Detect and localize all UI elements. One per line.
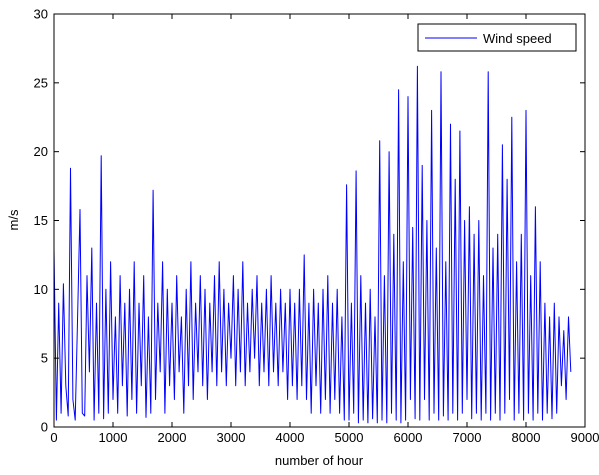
x-tick-label: 0 [50, 430, 57, 445]
x-tick-label: 9000 [571, 430, 599, 445]
y-tick-label: 5 [41, 351, 48, 366]
x-tick-label: 2000 [158, 430, 187, 445]
y-tick-label: 30 [34, 7, 48, 22]
legend-label-wind-speed: Wind speed [483, 31, 552, 46]
x-tick-label: 5000 [335, 430, 364, 445]
x-tick-label: 4000 [276, 430, 305, 445]
x-tick-label: 6000 [394, 430, 423, 445]
x-tick-label: 1000 [99, 430, 128, 445]
legend: Wind speed [418, 24, 576, 51]
y-axis-label: m/s [6, 209, 21, 230]
x-tick-label: 3000 [217, 430, 246, 445]
x-axis-label: number of hour [275, 453, 364, 468]
x-tick-label: 8000 [512, 430, 541, 445]
y-tick-label: 20 [34, 144, 48, 159]
y-tick-label: 0 [41, 420, 48, 435]
y-tick-label: 10 [34, 282, 48, 297]
y-tick-label: 25 [34, 75, 48, 90]
y-tick-label: 15 [34, 213, 48, 228]
x-tick-label: 7000 [453, 430, 482, 445]
